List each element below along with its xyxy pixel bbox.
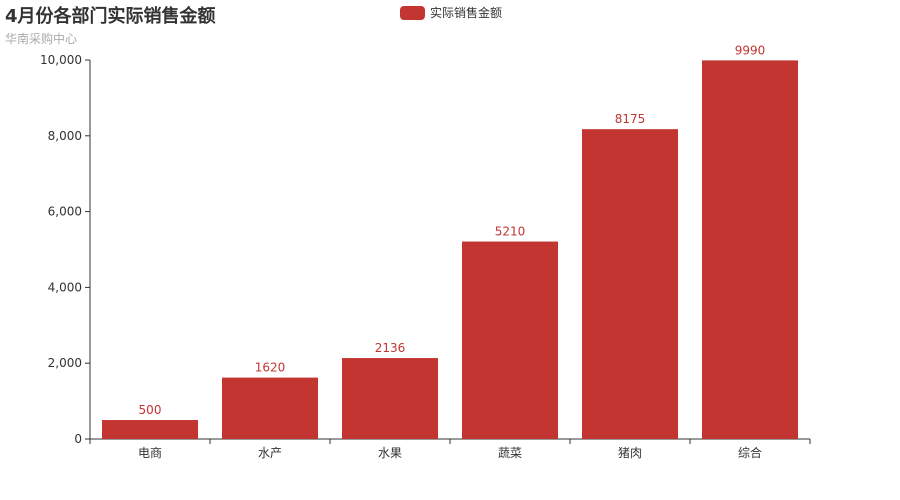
bar-水产[interactable]	[222, 377, 318, 439]
chart-title: 4月份各部门实际销售金额	[5, 6, 216, 27]
y-tick-label: 8,000	[48, 129, 82, 143]
bar-蔬菜[interactable]	[462, 241, 558, 439]
data-label: 5210	[495, 225, 526, 239]
x-tick-label: 电商	[138, 445, 162, 460]
data-labels: 500 1620 2136 5210 8175 9990	[139, 43, 766, 417]
bar-猪肉[interactable]	[582, 129, 678, 440]
bar-综合[interactable]	[702, 60, 798, 440]
data-label: 2136	[375, 341, 406, 355]
chart-subtitle: 华南采购中心	[5, 32, 78, 46]
legend-label: 实际销售金额	[430, 6, 503, 20]
data-label: 1620	[255, 361, 286, 375]
data-label: 8175	[615, 112, 646, 126]
y-tick-label: 0	[74, 432, 82, 446]
y-tick-label: 4,000	[48, 280, 82, 294]
y-axis: 0 2,000 4,000 6,000 8,000 10,000	[40, 53, 91, 446]
x-tick-label: 蔬菜	[498, 446, 522, 460]
x-axis: 电商 水产 水果 蔬菜 猪肉 综合	[89, 438, 811, 460]
y-tick-label: 2,000	[48, 356, 82, 370]
legend-swatch	[400, 5, 425, 20]
data-label: 9990	[735, 43, 766, 57]
y-tick-label: 10,000	[40, 53, 82, 67]
bar-电商[interactable]	[102, 420, 198, 439]
bar-水果[interactable]	[342, 358, 438, 439]
y-tick-label: 6,000	[48, 205, 82, 219]
bars	[102, 60, 798, 440]
x-tick-label: 水果	[378, 446, 402, 460]
x-tick-label: 水产	[258, 446, 282, 460]
chart-legend[interactable]: 实际销售金额	[400, 4, 502, 21]
data-label: 500	[139, 403, 162, 417]
x-tick-label: 综合	[738, 445, 762, 460]
x-tick-label: 猪肉	[618, 446, 642, 460]
